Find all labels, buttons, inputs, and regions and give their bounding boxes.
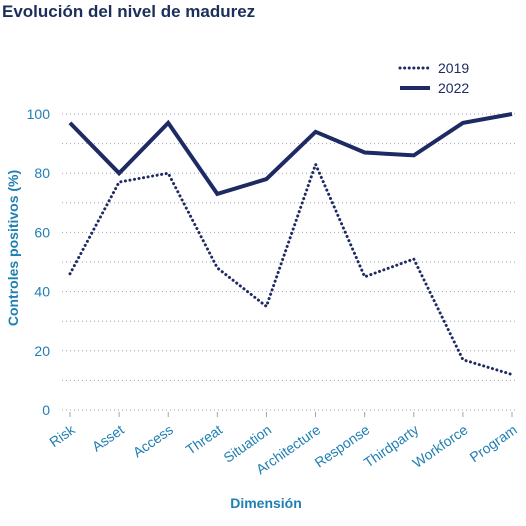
- x-tick-label: Asset: [89, 421, 127, 454]
- y-axis-title: Controles positivos (%): [5, 170, 21, 326]
- x-axis-title: Dimensión: [230, 495, 302, 511]
- y-tick-labels: 0 20 40 60 80 100: [27, 106, 51, 418]
- x-tick-label: Response: [312, 421, 373, 470]
- x-tick-label: Program: [467, 421, 520, 465]
- y-tick-label: 60: [34, 224, 50, 240]
- series-line-2019: [68, 160, 514, 376]
- legend-label-2022: 2022: [438, 80, 469, 96]
- legend-label-2019: 2019: [438, 60, 469, 76]
- y-tick-label: 40: [34, 284, 50, 300]
- y-tick-label: 100: [27, 106, 51, 122]
- series-line-2022: [68, 112, 513, 197]
- y-tick-label: 80: [34, 165, 50, 181]
- chart-title: Evolución del nivel de madurez: [2, 2, 255, 21]
- x-tick-label: Workforce: [409, 421, 470, 471]
- y-tick-label: 20: [34, 343, 50, 359]
- legend: 2019 2022: [398, 60, 469, 96]
- y-tick-label: 0: [42, 402, 50, 418]
- x-tick-label: Access: [130, 421, 176, 460]
- x-tick-label: Threat: [183, 421, 225, 457]
- x-tick-label: Risk: [46, 421, 78, 450]
- series-lines: [68, 112, 514, 376]
- x-tick-labels: Risk Asset Access ThreatSituationArchitectu…: [46, 412, 520, 477]
